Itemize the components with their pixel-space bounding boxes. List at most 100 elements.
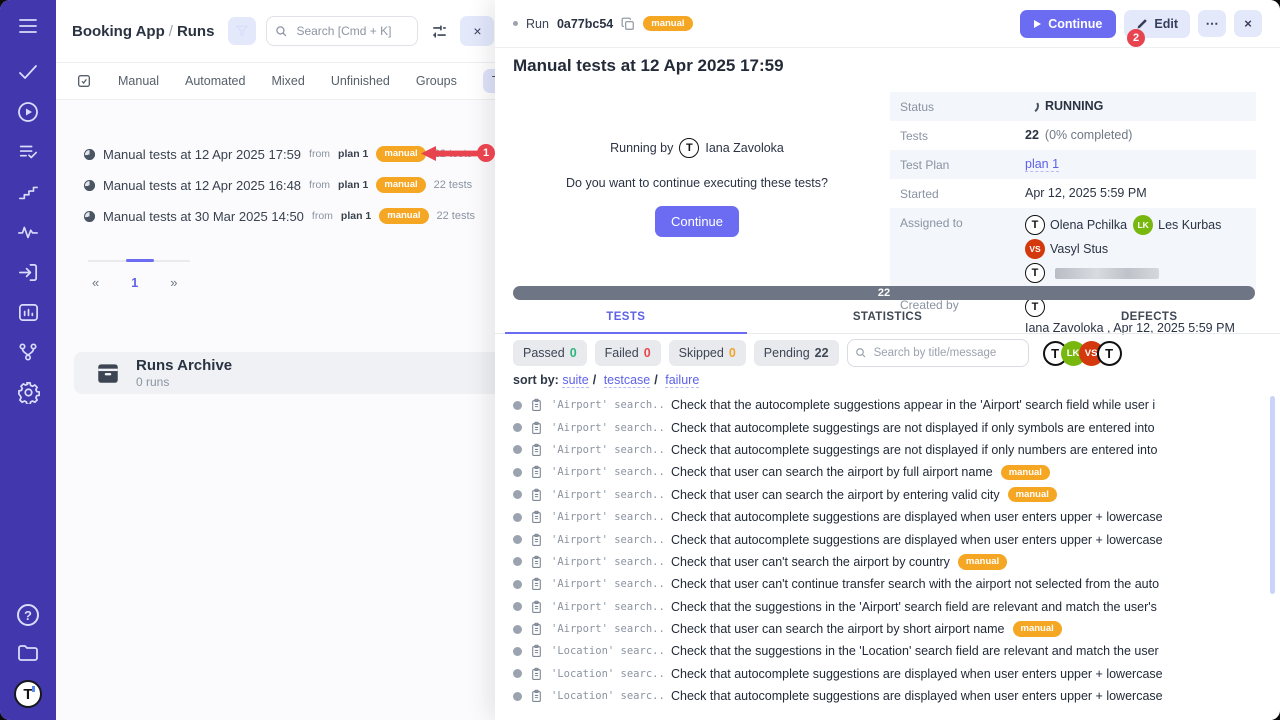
copy-icon[interactable]: [621, 17, 635, 31]
menu-icon[interactable]: [16, 14, 40, 38]
test-row[interactable]: 'Airport' search... Check that autocompl…: [495, 416, 1270, 438]
test-row[interactable]: 'Location' searc... Check that the sugge…: [495, 640, 1270, 662]
filter-button[interactable]: [228, 17, 257, 45]
tab-statistics[interactable]: STATISTICS: [852, 310, 923, 323]
close-run-button[interactable]: ×: [1234, 10, 1262, 37]
status-filter-chip[interactable]: Failed 0: [594, 340, 661, 366]
status-filter-chip[interactable]: Passed 0: [513, 340, 587, 366]
assignee-avatar: T: [1025, 215, 1045, 235]
progress-bar[interactable]: 22: [513, 286, 1255, 300]
pagination-prev-button[interactable]: «: [86, 274, 105, 291]
continue-modal-button[interactable]: Continue: [654, 206, 740, 237]
test-row[interactable]: 'Airport' search... Check that the sugge…: [495, 596, 1270, 618]
gear-icon[interactable]: [16, 380, 40, 404]
sort-link[interactable]: suite: [562, 373, 589, 388]
check-icon[interactable]: [16, 60, 40, 84]
more-button[interactable]: ⋯: [1198, 10, 1226, 37]
test-title: Check that user can search the airport b…: [671, 622, 1005, 637]
run-plan-link[interactable]: plan 1: [340, 210, 372, 222]
play-circle-icon[interactable]: [16, 100, 40, 124]
test-row[interactable]: 'Airport' search... Check that user can'…: [495, 573, 1270, 595]
assignee[interactable]: VS Vasyl Stus: [1025, 239, 1108, 259]
test-row[interactable]: 'Airport' search... Check that user can …: [495, 618, 1270, 640]
runs-archive[interactable]: Runs Archive 0 runs: [74, 352, 495, 394]
list-check-icon[interactable]: [16, 140, 40, 164]
status-filter-chip[interactable]: Pending 22: [753, 340, 839, 366]
test-row[interactable]: 'Airport' search... Check that user can …: [495, 461, 1270, 483]
panel-close-button[interactable]: ×: [460, 16, 495, 46]
runs-tab[interactable]: Manual: [118, 74, 159, 88]
assignee-name: Vasyl Stus: [1050, 242, 1109, 256]
runs-tab[interactable]: Automated: [185, 74, 246, 88]
filter-avatar[interactable]: T: [1096, 340, 1122, 366]
user-avatar[interactable]: T: [14, 680, 42, 708]
assignee[interactable]: LK Les Kurbas: [1133, 215, 1221, 235]
run-list-item[interactable]: Manual tests at 12 Apr 2025 17:59 from p…: [84, 142, 495, 166]
search-input[interactable]: [294, 23, 410, 39]
test-suite: 'Airport' search...: [551, 623, 663, 636]
test-search-input[interactable]: [871, 346, 1021, 360]
tab-defects[interactable]: DEFECTS: [1120, 310, 1178, 323]
run-list-item[interactable]: Manual tests at 12 Apr 2025 16:48 from p…: [84, 173, 495, 197]
runs-list-panel: Booking App/Runs × M: [56, 0, 495, 720]
activity-icon[interactable]: [16, 220, 40, 244]
test-row[interactable]: 'Airport' search... Check that autocompl…: [495, 506, 1270, 528]
test-row[interactable]: 'Airport' search... Check that user can …: [495, 484, 1270, 506]
manual-badge: manual: [379, 208, 429, 224]
steps-icon[interactable]: [16, 180, 40, 204]
run-list-item[interactable]: Manual tests at 30 Mar 2025 14:50 from p…: [84, 204, 495, 228]
pagination: « 1 »: [84, 259, 194, 291]
test-status-dot: [513, 602, 522, 612]
runs-tab[interactable]: Mixed: [271, 74, 305, 88]
test-suite: 'Airport' search...: [551, 421, 663, 434]
clipboard-icon: [530, 510, 543, 524]
tests-completed: (0% completed): [1044, 128, 1133, 142]
test-row[interactable]: 'Airport' search... Check that autocompl…: [495, 439, 1270, 461]
run-from-label: from: [309, 148, 331, 160]
assignee[interactable]: T Olena Pchilka: [1025, 215, 1127, 235]
tab-tests[interactable]: TESTS: [495, 300, 757, 334]
assignee-name: Les Kurbas: [1158, 218, 1222, 232]
status-filter-chip[interactable]: Skipped 0: [668, 340, 746, 366]
runs-tab[interactable]: Unfinished: [330, 74, 390, 88]
test-filters: Passed 0 Failed 0 Skipped 0 Pending 22: [513, 339, 1122, 367]
clipboard-icon: [530, 443, 543, 457]
runs-tab[interactable]: To Review: [482, 69, 495, 93]
run-title: Manual tests at 12 Apr 2025 17:59: [103, 146, 302, 162]
assignee[interactable]: T: [1025, 263, 1159, 283]
test-row[interactable]: 'Location' searc... Check that autocompl…: [495, 663, 1270, 685]
continue-button[interactable]: Continue: [1020, 9, 1117, 38]
running-by-label: Running by: [610, 141, 674, 155]
sliders-icon[interactable]: [428, 20, 450, 42]
branch-icon[interactable]: [16, 340, 40, 364]
test-title: Check that user can search the airport b…: [671, 465, 993, 480]
scrollbar-thumb[interactable]: [1270, 396, 1275, 594]
import-icon[interactable]: [16, 260, 40, 284]
run-plan-link[interactable]: plan 1: [338, 148, 369, 160]
test-status-dot: [513, 490, 522, 500]
test-title: Check that the suggestions in the 'Airpo…: [671, 599, 1157, 614]
test-title: Check that user can search the airport b…: [671, 487, 1000, 502]
test-status-dot: [513, 557, 522, 567]
archive-icon: [94, 360, 122, 386]
sort-link[interactable]: failure: [665, 373, 700, 388]
test-row[interactable]: 'Airport' search... Check that the autoc…: [495, 394, 1270, 416]
breadcrumb-project[interactable]: Booking App: [72, 22, 165, 40]
folder-icon[interactable]: [16, 641, 40, 665]
test-row[interactable]: 'Airport' search... Check that user can'…: [495, 551, 1270, 573]
bar-chart-icon[interactable]: [16, 300, 40, 324]
test-plan-link[interactable]: plan 1: [1025, 157, 1060, 172]
test-row[interactable]: 'Airport' search... Check that autocompl…: [495, 528, 1270, 550]
run-id: 0a77bc54: [556, 16, 614, 31]
pagination-next-button[interactable]: »: [164, 274, 183, 291]
clipboard-icon: [530, 488, 543, 502]
test-row[interactable]: 'Location' searc... Check that autocompl…: [495, 685, 1270, 707]
runs-tab[interactable]: Groups: [415, 74, 457, 88]
detail-row-assigned: Assigned to T Olena Pchilka LK Les Kurba…: [890, 208, 1256, 290]
test-status-dot: [513, 579, 522, 589]
help-icon[interactable]: ?: [17, 604, 39, 626]
select-all-icon[interactable]: [76, 73, 92, 89]
sort-link[interactable]: testcase: [603, 373, 651, 388]
run-plan-link[interactable]: plan 1: [338, 179, 369, 191]
pagination-current-page[interactable]: 1: [131, 275, 139, 290]
